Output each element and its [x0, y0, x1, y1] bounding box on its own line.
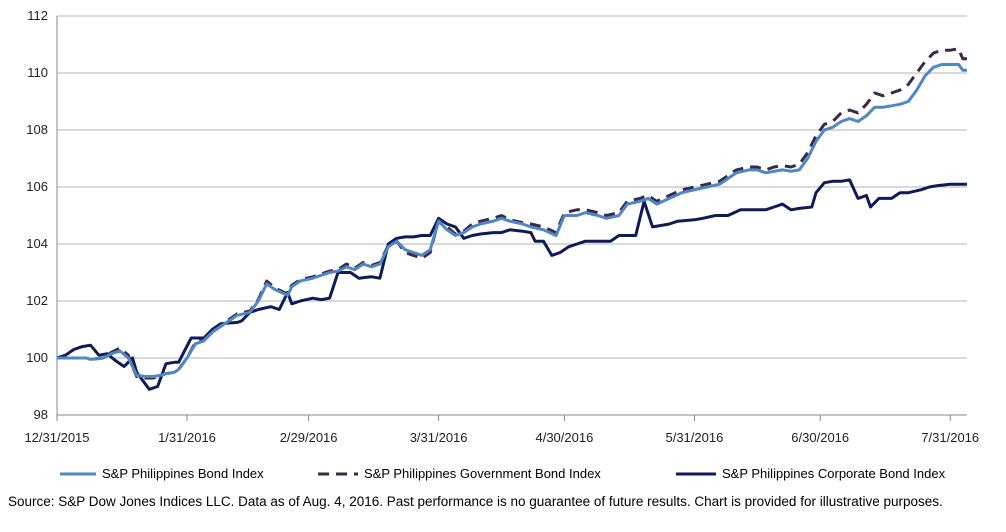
y-tick-label-108: 108	[26, 122, 48, 137]
y-axis-tick-labels: 98 100 102 104 106 108 110 112	[26, 8, 48, 422]
y-tick-label-110: 110	[27, 65, 48, 80]
legend-label-government-bond-index: S&P Philippines Government Bond Index	[364, 466, 601, 481]
y-tick-label-100: 100	[26, 350, 48, 365]
source-note: Source: S&P Dow Jones Indices LLC. Data …	[8, 494, 943, 509]
x-tick-label-2: 2/29/2016	[280, 430, 338, 445]
x-tick-label-0: 12/31/2015	[24, 430, 89, 445]
legend-label-bond-index: S&P Philippines Bond Index	[102, 466, 264, 481]
y-tick-label-102: 102	[26, 293, 48, 308]
y-tick-label-106: 106	[26, 179, 48, 194]
x-tick-label-1: 1/31/2016	[158, 430, 216, 445]
series-line-government-bond-index	[57, 47, 967, 380]
x-axis: 12/31/2015 1/31/2016 2/29/2016 3/31/2016 4/3…	[24, 16, 979, 445]
legend-swatch-bond-index	[60, 472, 96, 475]
x-tick-label-7: 7/31/2016	[921, 430, 979, 445]
legend-label-corporate-bond-index: S&P Philippines Corporate Bond Index	[722, 466, 946, 481]
series-line-bond-index	[57, 63, 967, 378]
legend-swatch-government-bond-index	[318, 472, 358, 475]
y-tick-label-98: 98	[34, 407, 48, 422]
x-tick-label-4: 4/30/2016	[535, 430, 593, 445]
legend-swatch-corporate-bond-index	[676, 472, 716, 475]
series-lines	[56, 47, 967, 391]
y-tick-label-104: 104	[26, 236, 48, 251]
legend-item-government-bond-index: S&P Philippines Government Bond Index	[318, 466, 601, 481]
line-chart: 98 100 102 104 106 108 110 112 12/31/2015 1/31/2…	[24, 8, 979, 445]
x-tick-label-3: 3/31/2016	[410, 430, 468, 445]
gridlines	[57, 15, 967, 359]
chart-legend: S&P Philippines Bond Index S&P Philippin…	[0, 462, 1006, 490]
legend-item-bond-index: S&P Philippines Bond Index	[60, 466, 264, 481]
series-line-corporate-bond-index	[56, 178, 967, 391]
x-tick-label-6: 6/30/2016	[791, 430, 849, 445]
x-tick-label-5: 5/31/2016	[665, 430, 723, 445]
legend-item-corporate-bond-index: S&P Philippines Corporate Bond Index	[676, 466, 945, 481]
y-tick-label-112: 112	[27, 8, 48, 23]
